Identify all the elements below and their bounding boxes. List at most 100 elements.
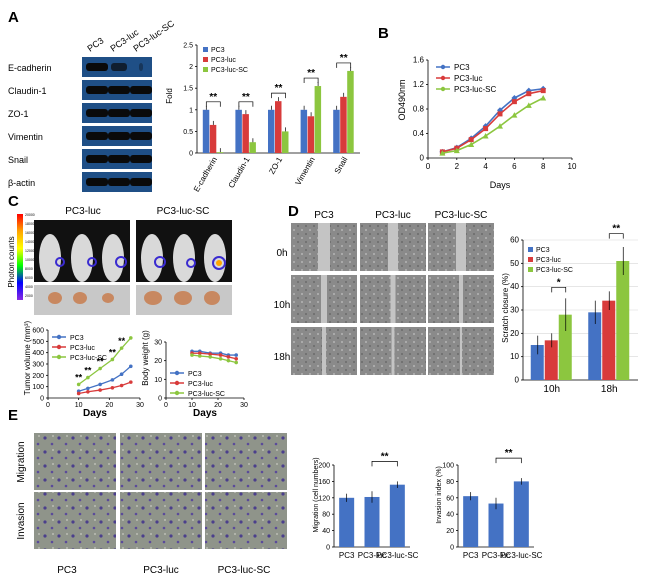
data-point bbox=[129, 336, 133, 340]
bar bbox=[275, 101, 282, 153]
data-point bbox=[497, 123, 503, 129]
significance-label: ** bbox=[340, 53, 348, 64]
y-tick-label: 30 bbox=[510, 306, 519, 315]
colorbar-tick-label: 16000 bbox=[25, 231, 35, 235]
y-tick-label: 50 bbox=[510, 259, 519, 268]
y-tick-label: 200 bbox=[318, 463, 330, 470]
legend-label: PC3-luc bbox=[211, 57, 236, 64]
x-tick-label: 10 bbox=[75, 402, 83, 409]
x-tick-label: PC3-luc bbox=[358, 551, 386, 560]
bar bbox=[282, 131, 289, 153]
x-tick-label: Vimentin bbox=[294, 156, 317, 187]
transwell-images: Migration Invasion PC3 PC3-luc PC3-luc-S… bbox=[16, 433, 287, 576]
colorbar-tick-label: 6000 bbox=[25, 276, 33, 280]
legend-marker bbox=[174, 380, 180, 386]
y-tick-label: 600 bbox=[32, 328, 44, 335]
colorbar-label: Photon counts bbox=[7, 236, 16, 287]
x-tick-label: PC3 bbox=[339, 551, 355, 560]
scratch-col-label: PC3-luc-SC bbox=[435, 210, 488, 221]
y-tick-label: 2 bbox=[189, 64, 193, 71]
chart-a-bar: Fold 0 0.5 1 1.5 2 2.5 E-cadherin ** Claudin-1 **… bbox=[165, 43, 360, 194]
legend-marker bbox=[56, 344, 62, 350]
transwell-image bbox=[34, 492, 116, 549]
legend-swatch bbox=[203, 57, 208, 62]
data-point bbox=[198, 351, 202, 356]
significance-label: ** bbox=[75, 372, 83, 382]
legend-label: PC3-luc bbox=[70, 345, 95, 352]
legend-marker bbox=[174, 390, 180, 396]
blot-row-label: Vimentin bbox=[8, 132, 43, 142]
western-blot: PC3 PC3-luc PC3-luc-SC E-cadherinClaudin… bbox=[8, 18, 176, 192]
blot-band bbox=[139, 63, 143, 71]
y-tick-label: 100 bbox=[32, 384, 44, 391]
bioluminescence-imaging: Photon counts 20000 18000 16000 14000 12000 1… bbox=[7, 206, 232, 315]
y-tick-label: 0 bbox=[450, 545, 454, 552]
chart-c1-ylabel: Tumor volume (mm³) bbox=[23, 320, 32, 395]
blot-band bbox=[108, 109, 130, 117]
x-tick-label: 30 bbox=[240, 402, 248, 409]
transwell-col-label: PC3 bbox=[57, 565, 77, 576]
chart-e1-ylabel: Migration (cell numbers) bbox=[313, 457, 320, 532]
data-point bbox=[218, 353, 223, 357]
blot-row-label: Snail bbox=[8, 155, 28, 165]
panel-label-c: C bbox=[8, 193, 19, 210]
legend-marker bbox=[440, 86, 446, 92]
bar bbox=[202, 109, 210, 153]
blot-band bbox=[108, 155, 130, 163]
legend-label: PC3-luc-SC bbox=[211, 67, 248, 74]
bar bbox=[513, 481, 529, 547]
blot-band bbox=[111, 63, 127, 71]
blot-band bbox=[86, 155, 108, 163]
y-tick-label: 40 bbox=[510, 282, 519, 291]
x-tick-label: 8 bbox=[541, 162, 546, 171]
legend-label: PC3-luc bbox=[188, 381, 213, 388]
significance-bracket bbox=[551, 286, 567, 293]
x-tick-label: 20 bbox=[214, 402, 222, 409]
blot-band bbox=[108, 86, 130, 94]
scratch-gap bbox=[321, 275, 327, 323]
transwell-row-label: Invasion bbox=[16, 502, 27, 539]
bar bbox=[209, 124, 217, 153]
chart-c-tumor-volume: Tumor volume (mm³) Days 0100200300400500… bbox=[23, 320, 144, 419]
blot-band bbox=[130, 178, 152, 186]
colorbar-tick-label: 18000 bbox=[25, 222, 35, 226]
y-tick-label: 40 bbox=[322, 528, 330, 535]
y-tick-label: 80 bbox=[446, 479, 454, 486]
legend-label: PC3-luc-SC bbox=[536, 267, 573, 274]
data-point bbox=[468, 137, 474, 143]
scratch-gap bbox=[391, 327, 395, 375]
x-tick-label: ZO-1 bbox=[267, 155, 284, 176]
scratch-gap bbox=[318, 223, 330, 271]
data-point bbox=[119, 372, 124, 377]
transwell-image bbox=[120, 433, 202, 490]
panel-label-a: A bbox=[8, 9, 19, 26]
significance-bracket bbox=[271, 92, 286, 99]
data-point bbox=[129, 380, 133, 384]
y-tick-label: 300 bbox=[32, 362, 44, 369]
chart-c1-xlabel: Days bbox=[83, 408, 107, 419]
data-point bbox=[497, 111, 503, 117]
blot-row-label: β-actin bbox=[8, 178, 35, 188]
scratch-row-label: 18h bbox=[274, 352, 291, 363]
data-point bbox=[234, 357, 238, 361]
significance-bracket bbox=[495, 457, 522, 464]
x-tick-label: 20 bbox=[105, 402, 113, 409]
x-tick-label: E-cadherin bbox=[192, 156, 219, 194]
bar bbox=[488, 503, 504, 547]
blot-band bbox=[86, 86, 108, 94]
data-point bbox=[86, 386, 90, 391]
series-line bbox=[442, 89, 544, 153]
data-point bbox=[511, 99, 517, 105]
y-tick-label: 0.8 bbox=[413, 105, 425, 114]
data-point bbox=[439, 150, 446, 156]
y-tick-label: 0 bbox=[515, 376, 520, 385]
chart-b-xlabel: Days bbox=[490, 180, 511, 190]
significance-label: ** bbox=[505, 448, 513, 459]
legend-label: PC3 bbox=[70, 335, 84, 342]
data-point bbox=[198, 354, 202, 358]
scratch-gap bbox=[388, 223, 398, 271]
legend-swatch bbox=[203, 67, 208, 72]
panel-label-d: D bbox=[288, 203, 299, 220]
data-point bbox=[110, 378, 115, 382]
